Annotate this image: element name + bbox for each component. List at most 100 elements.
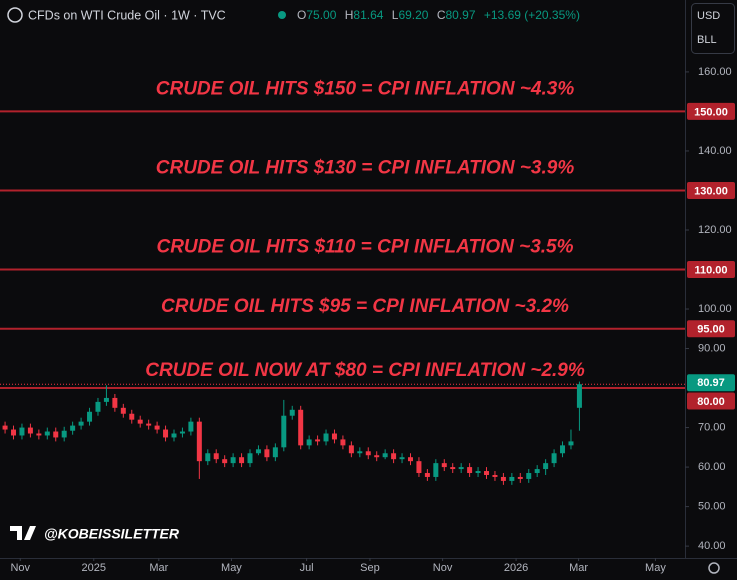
candle-body [323, 433, 329, 442]
y-tick-label: 100.00 [698, 303, 732, 315]
candle-body [391, 453, 397, 460]
y-tick-label: 60.00 [698, 461, 726, 473]
y-tick-label: 90.00 [698, 342, 726, 354]
low-value: 69.20 [398, 8, 428, 22]
candle-body [534, 469, 540, 474]
watermark: @KOBEISSILETTER [10, 526, 180, 542]
candle-body [129, 413, 135, 420]
candle-body [433, 463, 439, 477]
candle-body [289, 409, 295, 416]
candle-body [213, 453, 219, 460]
candle-body [146, 423, 152, 426]
x-tick-label: 2025 [82, 562, 106, 574]
candle-body [19, 427, 25, 436]
candle-body [179, 431, 185, 434]
candle-body [458, 467, 464, 470]
candle-body [27, 427, 33, 434]
unit[interactable]: BLL [697, 34, 717, 46]
open-value: 75.00 [306, 8, 336, 22]
low-label: L [392, 8, 399, 22]
candle-body [61, 430, 67, 438]
y-tick-label: 40.00 [698, 540, 726, 552]
symbol-icon [7, 7, 23, 23]
y-tick-label: 120.00 [698, 224, 732, 236]
last-price-box [687, 374, 735, 392]
candle-body [484, 471, 490, 475]
candle-body [264, 449, 270, 458]
candle-body [137, 419, 143, 424]
level-price-label: 150.00 [694, 106, 728, 118]
candle-body [78, 421, 84, 426]
high-value: 81.64 [353, 8, 383, 22]
candle-body [475, 471, 481, 474]
candle-body [416, 461, 422, 474]
candle-body [281, 415, 287, 448]
candle-body [365, 451, 371, 456]
unit-box [691, 3, 735, 54]
candle-body [560, 445, 566, 454]
candle-body [492, 474, 498, 477]
candle-body [500, 476, 506, 481]
candle-body [171, 433, 177, 438]
candle-body [441, 463, 447, 468]
level-price-box [687, 261, 735, 279]
level-price-label: 80.00 [697, 396, 725, 408]
candle-body [247, 453, 253, 464]
candle-body [255, 449, 261, 454]
watermark-logo [10, 526, 36, 540]
ohlc: O75.00 H81.64 L69.20 C80.97 +13.69 (+20.… [297, 8, 580, 22]
market-dot [278, 11, 286, 19]
candle-body [87, 411, 93, 422]
candle-body [196, 421, 202, 462]
candle-body [315, 439, 321, 442]
header: CFDs on WTI Crude Oil · 1W · TVC O75.00 … [7, 7, 580, 23]
candle-body [70, 425, 76, 431]
x-tick-label: Jul [300, 562, 314, 574]
candle-body [53, 431, 59, 438]
candle-body [205, 453, 211, 462]
currency[interactable]: USD [697, 10, 720, 22]
level-annotation: CRUDE OIL HITS $150 = CPI INFLATION ~4.3… [156, 78, 575, 99]
x-tick-label: 2026 [504, 562, 528, 574]
candle-body [103, 397, 109, 402]
level-annotation: CRUDE OIL HITS $130 = CPI INFLATION ~3.9… [156, 157, 575, 178]
candle-body [11, 429, 17, 436]
level-annotation: CRUDE OIL HITS $95 = CPI INFLATION ~3.2% [161, 296, 569, 317]
y-tick-label: 140.00 [698, 145, 732, 157]
candle-body [239, 457, 245, 464]
candle-body [222, 459, 228, 464]
candle-body [348, 445, 354, 454]
x-tick-label: Mar [149, 562, 168, 574]
candle-body [120, 407, 126, 414]
change: +13.69 (+20.35%) [484, 8, 580, 22]
level-price-label: 110.00 [694, 264, 727, 276]
level-price-box [687, 392, 735, 410]
y-tick-label: 70.00 [698, 421, 726, 433]
x-tick-label: May [221, 562, 242, 574]
settings-icon[interactable] [708, 562, 720, 574]
x-tick-label: Nov [10, 562, 30, 574]
candle-body [374, 455, 380, 458]
candle-body [36, 433, 42, 436]
x-tick-label: Nov [433, 562, 453, 574]
candle-body [95, 401, 101, 412]
candle-body [357, 451, 363, 454]
candle-body [407, 457, 413, 462]
candle-body [340, 439, 346, 446]
candle-body [331, 433, 337, 440]
unit-selector[interactable]: USD BLL [691, 3, 735, 54]
candle-body [44, 431, 50, 436]
candle-body [543, 463, 549, 470]
candle-body [551, 453, 557, 464]
level-price-box [687, 102, 735, 120]
candle-body [526, 473, 532, 479]
candle-body [230, 457, 236, 464]
last-price-label: 80.97 [697, 377, 725, 389]
candle-body [467, 467, 473, 474]
candle-body [272, 447, 278, 458]
candle-body [306, 439, 312, 446]
close-label: C [437, 8, 446, 22]
x-tick-label: Mar [569, 562, 588, 574]
level-annotation: CRUDE OIL HITS $110 = CPI INFLATION ~3.5… [156, 237, 573, 258]
